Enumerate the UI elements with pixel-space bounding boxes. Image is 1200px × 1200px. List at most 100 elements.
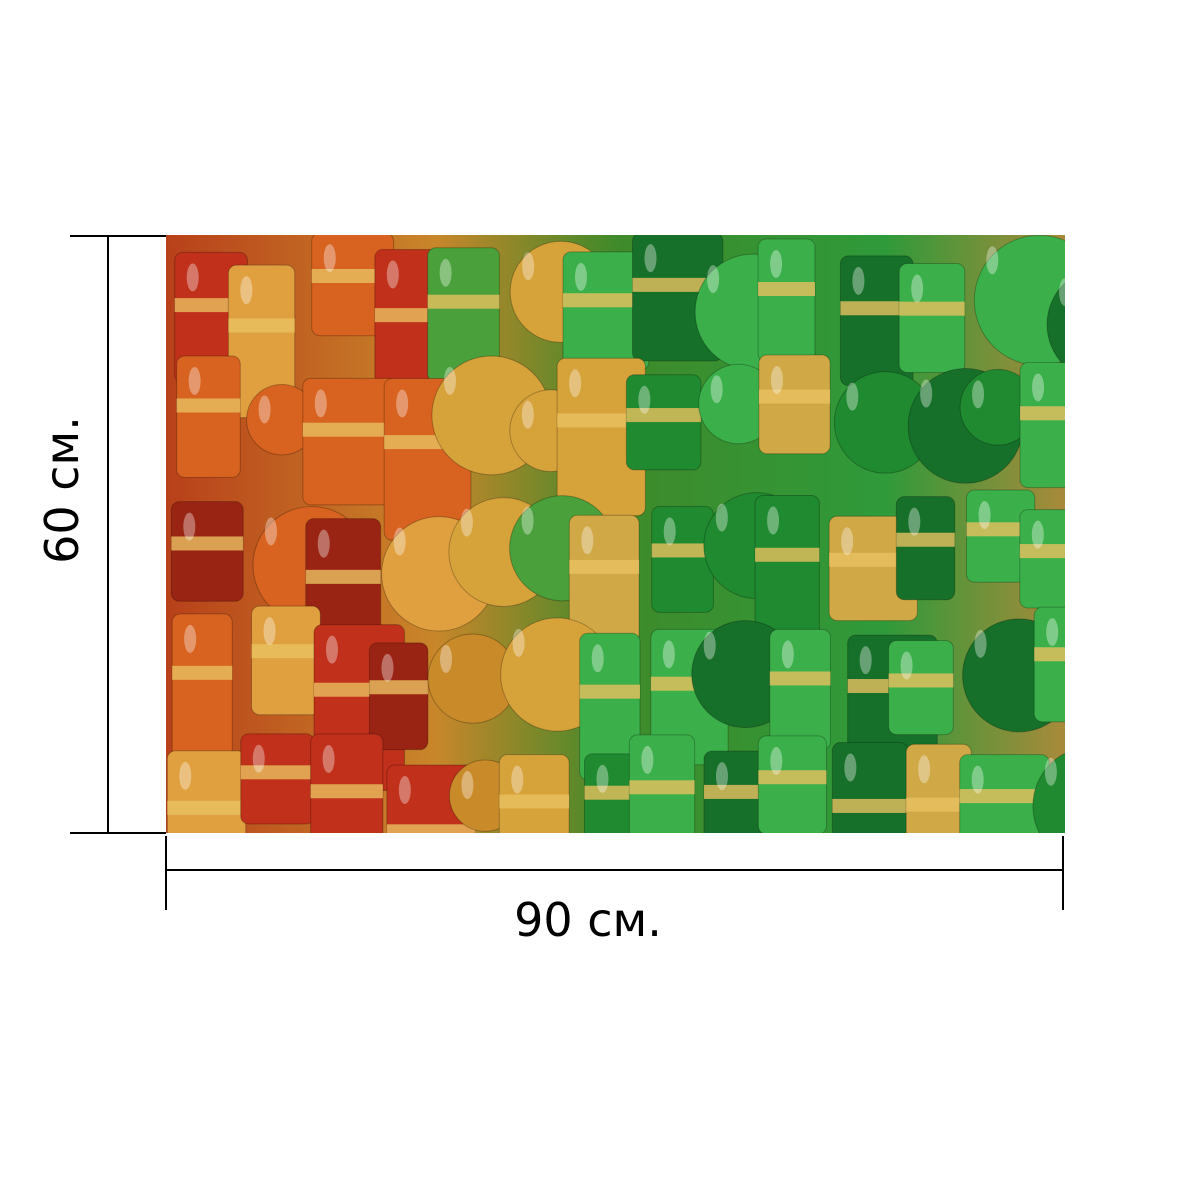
glitter-band bbox=[1034, 647, 1065, 662]
glitter-band bbox=[176, 398, 241, 413]
highlight bbox=[325, 635, 338, 664]
highlight bbox=[252, 744, 265, 773]
highlight bbox=[386, 260, 399, 289]
highlight bbox=[911, 274, 924, 303]
highlight bbox=[264, 517, 277, 546]
highlight bbox=[314, 389, 327, 418]
glitter-band bbox=[167, 800, 246, 815]
highlight bbox=[188, 366, 201, 395]
highlight bbox=[641, 745, 654, 774]
highlight bbox=[461, 771, 474, 800]
candle bbox=[1019, 509, 1065, 609]
glitter-band bbox=[832, 798, 909, 813]
highlight bbox=[715, 762, 728, 791]
candle bbox=[754, 495, 820, 646]
glitter-band bbox=[579, 684, 640, 699]
glitter-band bbox=[896, 532, 955, 547]
glitter-band bbox=[557, 413, 646, 428]
highlight bbox=[638, 385, 651, 414]
highlight bbox=[662, 640, 675, 669]
highlight bbox=[581, 526, 594, 555]
glitter-band bbox=[499, 794, 570, 809]
highlight bbox=[974, 629, 987, 658]
glitter-band bbox=[305, 569, 381, 584]
highlight bbox=[596, 764, 609, 793]
glitter-band bbox=[959, 789, 1050, 804]
highlight bbox=[179, 761, 192, 790]
highlight bbox=[859, 646, 872, 675]
candle bbox=[310, 733, 384, 833]
glitter-band bbox=[651, 543, 714, 558]
candle bbox=[898, 263, 966, 373]
highlight bbox=[663, 517, 676, 546]
highlight bbox=[918, 755, 931, 784]
glitter-band bbox=[172, 665, 233, 680]
highlight bbox=[393, 527, 406, 556]
candle bbox=[769, 628, 831, 751]
highlight bbox=[852, 266, 865, 295]
glitter-band bbox=[1020, 406, 1065, 421]
highlight bbox=[841, 527, 854, 556]
glitter-band bbox=[758, 770, 827, 785]
glitter-band bbox=[966, 522, 1035, 537]
highlight bbox=[381, 653, 394, 682]
highlight bbox=[440, 644, 453, 673]
highlight bbox=[263, 617, 276, 646]
highlight bbox=[770, 366, 783, 395]
candle bbox=[888, 640, 954, 736]
highlight bbox=[512, 628, 525, 657]
highlight bbox=[770, 746, 783, 775]
highlight bbox=[322, 744, 335, 773]
highlight bbox=[398, 775, 411, 804]
glitter-band bbox=[755, 547, 820, 562]
highlight bbox=[443, 366, 456, 395]
height-label: 60 см. bbox=[35, 416, 89, 564]
highlight bbox=[1044, 757, 1057, 786]
glitter-band bbox=[629, 780, 695, 795]
candle bbox=[625, 374, 702, 471]
glitter-band bbox=[240, 765, 315, 780]
highlight bbox=[978, 501, 991, 530]
glitter-band bbox=[171, 536, 244, 551]
highlight bbox=[920, 379, 933, 408]
highlight bbox=[574, 262, 587, 291]
highlight bbox=[900, 651, 913, 680]
glitter-band bbox=[369, 680, 428, 695]
highlight bbox=[240, 276, 253, 305]
candle bbox=[166, 750, 247, 833]
highlight bbox=[439, 258, 452, 287]
glitter-band bbox=[769, 671, 831, 686]
highlight bbox=[644, 244, 657, 273]
highlight bbox=[710, 375, 723, 404]
highlight bbox=[396, 389, 409, 418]
candle bbox=[1033, 606, 1065, 723]
glitter-band bbox=[906, 797, 972, 812]
glitter-band bbox=[311, 268, 394, 283]
ornament-ball bbox=[1046, 282, 1065, 367]
candle bbox=[1019, 361, 1065, 489]
highlight bbox=[971, 765, 984, 794]
highlight bbox=[258, 395, 271, 424]
highlight bbox=[972, 380, 985, 409]
highlight bbox=[707, 265, 720, 294]
highlight bbox=[908, 507, 921, 536]
ornament-ball bbox=[1032, 752, 1065, 833]
candle bbox=[170, 501, 244, 602]
glitter-band bbox=[899, 301, 965, 316]
candle bbox=[895, 496, 956, 601]
highlight bbox=[521, 400, 534, 429]
glitter-band bbox=[758, 389, 831, 404]
glitter-band bbox=[626, 408, 701, 423]
highlight bbox=[511, 765, 524, 794]
highlight bbox=[183, 512, 196, 541]
highlight bbox=[986, 246, 999, 275]
highlight bbox=[767, 506, 780, 535]
highlight bbox=[184, 624, 197, 653]
highlight bbox=[323, 244, 336, 273]
highlight bbox=[1046, 618, 1059, 647]
glitter-band bbox=[829, 552, 918, 567]
candle bbox=[368, 642, 429, 751]
highlight bbox=[1031, 520, 1044, 549]
highlight bbox=[770, 249, 783, 278]
